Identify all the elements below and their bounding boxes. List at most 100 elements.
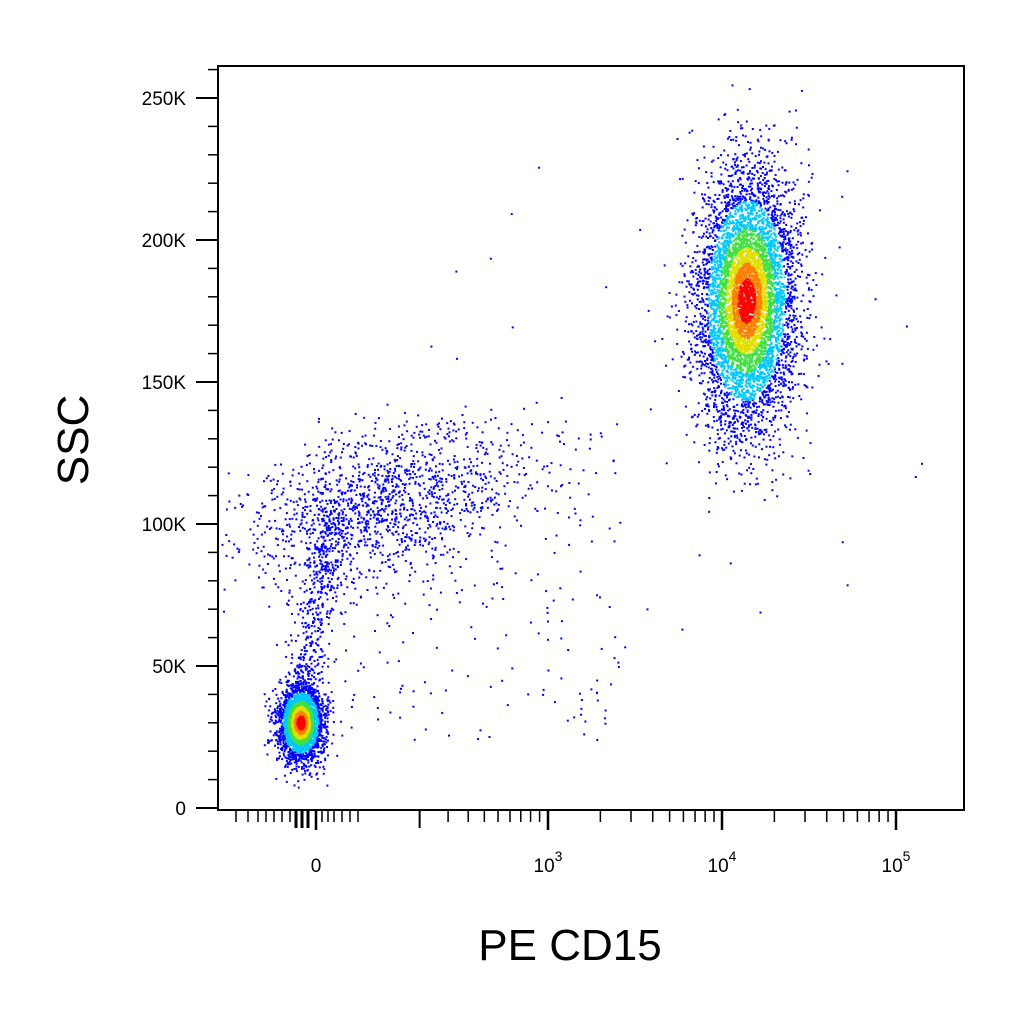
data-point (773, 452, 776, 455)
data-point (325, 527, 328, 530)
data-point (725, 215, 728, 218)
data-point (349, 602, 352, 605)
data-point (302, 767, 305, 770)
data-point (366, 538, 369, 541)
data-point (332, 587, 335, 590)
data-point (441, 498, 444, 501)
data-point (321, 563, 324, 566)
data-point (445, 511, 448, 514)
data-point (313, 577, 316, 580)
data-point (323, 519, 326, 522)
data-point (281, 717, 284, 720)
data-point (786, 231, 789, 234)
data-point (717, 118, 720, 121)
data-point (257, 546, 260, 549)
data-point (365, 519, 368, 522)
data-point (384, 488, 387, 491)
data-point (310, 745, 313, 748)
data-point (709, 347, 712, 350)
data-point (293, 513, 296, 516)
data-point (448, 501, 451, 504)
data-point (313, 586, 316, 589)
data-point (778, 222, 781, 225)
data-point (324, 566, 327, 569)
data-point (720, 230, 723, 233)
data-point (385, 528, 388, 531)
data-point (763, 396, 766, 399)
data-point (405, 536, 408, 539)
data-point (709, 247, 712, 250)
data-point (378, 544, 381, 547)
data-point (725, 220, 728, 223)
data-point (363, 416, 366, 419)
data-point (369, 475, 372, 478)
data-point (356, 506, 359, 509)
data-point (424, 514, 427, 517)
data-point (720, 173, 723, 176)
data-point (790, 225, 793, 228)
data-point (706, 303, 709, 306)
data-point (778, 227, 781, 230)
data-point (283, 711, 286, 714)
data-point (283, 717, 286, 720)
data-point (363, 529, 366, 532)
data-point (715, 406, 718, 408)
data-point (369, 538, 372, 541)
data-point (393, 596, 396, 599)
data-point (355, 505, 358, 508)
data-point (719, 166, 722, 169)
data-point (702, 280, 705, 283)
data-point (289, 567, 292, 570)
data-point (722, 218, 725, 221)
data-point (380, 498, 383, 501)
data-point (782, 473, 785, 476)
data-point (782, 366, 785, 369)
data-point (480, 509, 482, 512)
data-point (413, 517, 416, 520)
data-point (779, 245, 782, 248)
data-point (233, 543, 236, 546)
data-point (683, 352, 685, 355)
data-point (704, 330, 707, 333)
data-point (765, 394, 768, 396)
data-point (395, 552, 398, 555)
data-point (286, 683, 289, 686)
data-point (318, 555, 321, 558)
data-point (494, 417, 497, 419)
data-point (708, 316, 711, 318)
data-point (782, 233, 785, 236)
data-point (391, 496, 394, 499)
data-point (467, 495, 469, 498)
data-point (350, 519, 353, 522)
data-point (800, 331, 803, 334)
data-point (292, 544, 295, 547)
data-point (482, 527, 485, 530)
data-point (536, 573, 539, 576)
data-point (789, 278, 792, 281)
data-point (307, 601, 310, 604)
data-point (741, 127, 744, 130)
data-point (708, 247, 711, 250)
data-point (761, 419, 764, 422)
data-point (374, 421, 377, 424)
data-point (749, 406, 752, 409)
data-point (757, 184, 759, 187)
data-point (788, 296, 791, 299)
data-point (231, 556, 234, 559)
data-point (277, 743, 280, 746)
data-point (485, 477, 488, 480)
data-point (326, 610, 329, 613)
data-point (373, 513, 376, 516)
data-point (300, 519, 303, 522)
data-point (754, 393, 757, 396)
data-point (463, 421, 466, 424)
data-point (303, 665, 306, 668)
data-point (417, 482, 420, 485)
data-point (410, 465, 413, 468)
data-point (704, 338, 707, 341)
data-point (705, 246, 708, 249)
data-point (264, 505, 267, 508)
data-point (292, 468, 295, 471)
data-point (770, 217, 773, 220)
data-point (756, 170, 758, 172)
